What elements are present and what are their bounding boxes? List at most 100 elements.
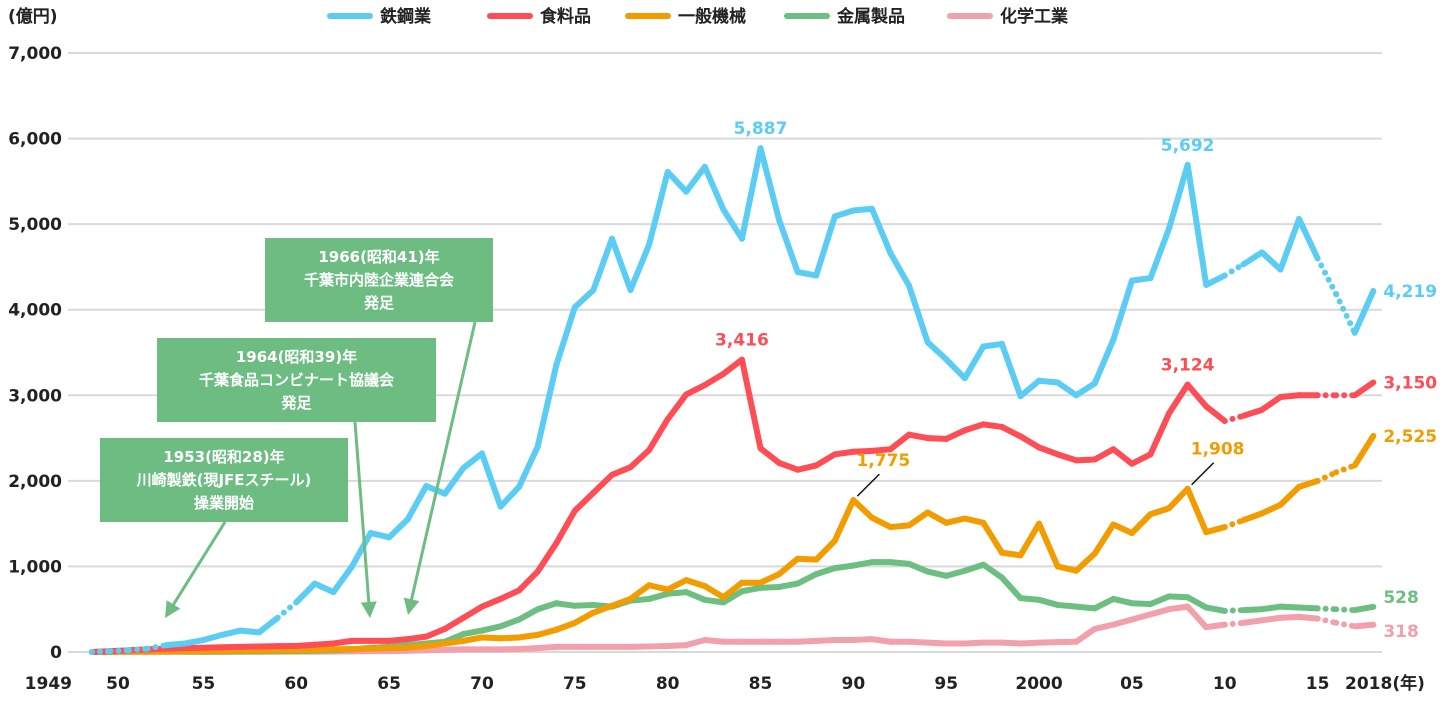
series-line-segment — [1258, 394, 1284, 413]
series-line-segment — [1091, 336, 1117, 387]
arrowhead-icon — [360, 601, 377, 618]
series-line-segment — [441, 465, 467, 497]
series-line-segment — [646, 168, 671, 248]
series-line-segment — [348, 530, 374, 570]
series-line-segment — [1203, 272, 1228, 288]
x-tick-label: 10 — [1213, 674, 1237, 694]
series-line-segment — [1351, 621, 1377, 630]
series-line-segment — [794, 637, 820, 645]
series-line-segment — [1147, 606, 1173, 618]
series-line-segment — [664, 577, 690, 593]
series-line-segment — [701, 596, 727, 606]
series-line-segment — [998, 423, 1024, 440]
series-line-segment — [1277, 216, 1303, 273]
series-line-segment — [868, 446, 894, 454]
series-line-segment — [813, 451, 838, 469]
x-tick-label: 65 — [377, 674, 401, 694]
series-line-segment — [441, 614, 467, 632]
series-line-segment — [478, 634, 504, 642]
annotation-arrow — [408, 321, 477, 606]
series-line-segment — [1054, 563, 1080, 574]
annotations: 1966(昭和41)年千葉市内陸企業連合会発足1964(昭和39)年千葉食品コン… — [100, 238, 493, 618]
series-line-segment — [534, 362, 560, 450]
series-line-segment — [1240, 606, 1265, 614]
series-line-segment — [497, 616, 523, 630]
series-line-segment — [1203, 403, 1228, 424]
data-label: 4,219 — [1383, 282, 1437, 302]
y-tick-label: 7,000 — [8, 44, 62, 64]
series-line-segment — [813, 565, 838, 578]
series-line-segment — [794, 462, 820, 473]
y-axis-unit-label: (億円) — [8, 6, 58, 27]
series-line-segment — [776, 459, 801, 473]
series-line-segment — [1166, 603, 1191, 613]
series-line-segment — [1110, 616, 1135, 628]
series-line-segment — [553, 304, 578, 369]
series-line-segment — [701, 163, 727, 213]
series-line-segment — [571, 601, 597, 609]
series-line-segment — [813, 637, 838, 644]
series-line-segment — [943, 515, 968, 526]
series-line-segment — [738, 356, 764, 452]
series-line-segment — [1147, 410, 1173, 458]
x-axis: 1949 50 55 60 65 70 75 80 85 90 95 2000 05 10 15 2018(年… — [25, 673, 1425, 694]
series-line-segment — [460, 603, 485, 621]
series-line-segment — [998, 574, 1024, 602]
data-label: 3,416 — [715, 331, 769, 351]
x-tick-label: 75 — [563, 674, 587, 694]
series-line-segment — [701, 370, 727, 389]
x-tick-label: 15 — [1306, 674, 1330, 694]
series-line-dotted-segment — [274, 599, 300, 621]
series-line-segment — [943, 356, 968, 382]
series-line-segment — [1258, 249, 1284, 273]
annotation-text: 発足 — [280, 394, 312, 412]
series-line-segment — [701, 583, 727, 601]
series-line-segment — [961, 421, 987, 434]
leader-line — [1191, 462, 1215, 486]
legend-item: 一般機械 — [625, 6, 746, 27]
series-line-segment — [980, 421, 1005, 430]
series-line-segment — [516, 631, 541, 641]
series-line-segment — [1110, 446, 1135, 467]
series-line-segment — [1054, 451, 1080, 464]
series-line-segment — [887, 559, 913, 567]
series-line-segment — [850, 205, 875, 214]
series-line-segment — [720, 206, 745, 242]
series-line-segment — [330, 637, 355, 647]
annotation-text: 1966(昭和41)年 — [318, 248, 439, 266]
leader-line — [856, 473, 880, 497]
annotation-text: 千葉食品コンビナート協議会 — [199, 371, 394, 389]
series-line-segment — [516, 606, 541, 623]
series-line-segment — [163, 640, 188, 649]
x-tick-label: 80 — [656, 674, 680, 694]
series-line-segment — [404, 643, 430, 651]
series-line-segment — [627, 582, 653, 602]
series-line-segment — [887, 250, 913, 289]
series-line-segment — [850, 447, 875, 455]
series-line-segment — [1296, 604, 1321, 612]
x-tick-label: 2000 — [1015, 674, 1062, 694]
legend-label: 一般機械 — [678, 6, 746, 27]
series-line-segment — [1017, 595, 1043, 603]
series-line-segment — [906, 560, 931, 575]
series-line-segment — [1091, 446, 1117, 463]
data-label: 2,525 — [1383, 427, 1437, 447]
y-tick-label: 1,000 — [8, 557, 62, 577]
series-line-segment — [720, 588, 745, 606]
series-line-segment — [534, 643, 560, 652]
data-label: 318 — [1383, 622, 1419, 642]
y-tick-label: 0 — [50, 643, 62, 663]
series-line-segment — [1258, 603, 1284, 613]
series-line-segment — [1258, 501, 1284, 517]
series-line-segment — [757, 583, 783, 591]
series-line-segment — [776, 580, 801, 590]
series-line-segment — [850, 497, 875, 521]
series-line-segment — [516, 443, 541, 490]
series-line-segment — [1054, 601, 1080, 610]
series-line-segment — [757, 571, 783, 586]
series-line-segment — [237, 627, 263, 636]
annotation-box — [157, 338, 436, 422]
series-line-segment — [1110, 595, 1135, 607]
